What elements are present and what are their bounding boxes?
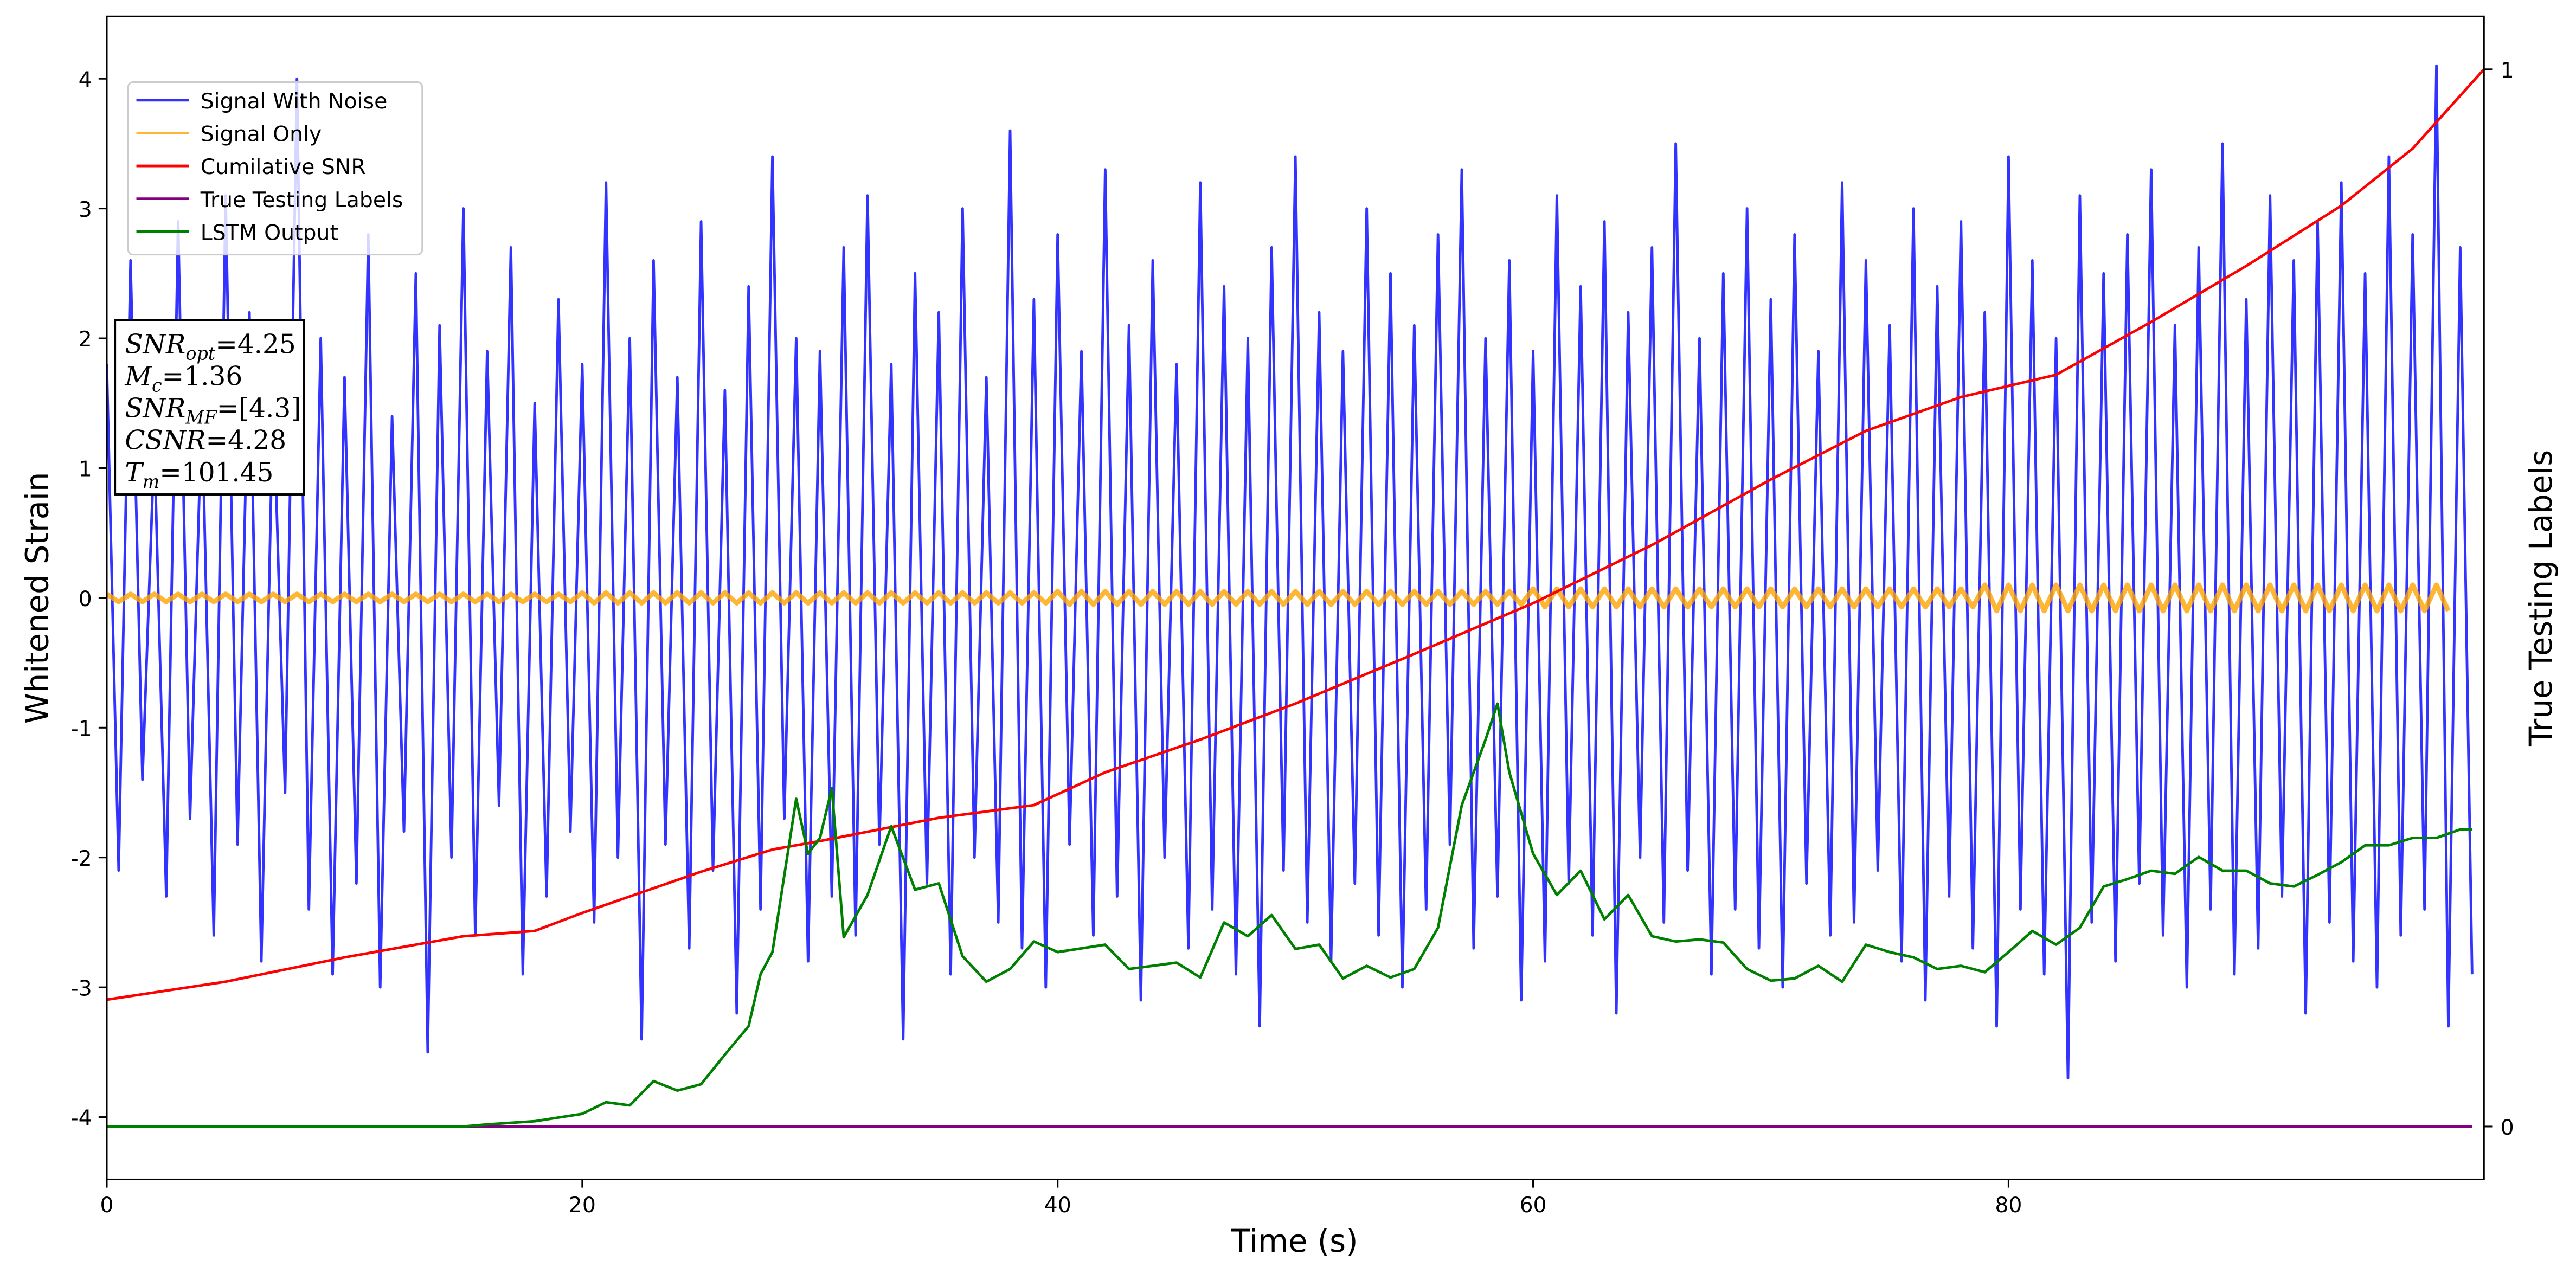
legend: Signal With Noise Signal Only Cumilative S… bbox=[127, 81, 423, 256]
annotation-subscript: opt bbox=[185, 343, 215, 364]
annotation-subscript: MF bbox=[185, 407, 217, 428]
y2-tick-label: 0 bbox=[2501, 1115, 2514, 1140]
annotation-symbol: SNR bbox=[125, 329, 185, 359]
y-tick-label: -2 bbox=[70, 846, 92, 871]
y-tick-label: 1 bbox=[79, 457, 92, 482]
x-axis-label: Time (s) bbox=[1231, 1223, 1358, 1259]
annotation-line: SNRMF=[4.3] bbox=[125, 394, 301, 428]
annotation-symbol: SNR bbox=[125, 394, 185, 424]
y2-axis-label: True Testing Labels bbox=[2523, 450, 2559, 747]
x-tick-label: 0 bbox=[100, 1193, 113, 1218]
plot-area bbox=[106, 64, 2484, 1128]
y-tick-label: 4 bbox=[79, 67, 92, 92]
y-tick-label: -3 bbox=[70, 976, 92, 1001]
legend-label: Cumilative SNR bbox=[201, 155, 366, 179]
series-line bbox=[106, 64, 2474, 1080]
x-tick-label: 80 bbox=[1995, 1193, 2022, 1218]
annotation-symbol: M bbox=[124, 362, 152, 392]
y-tick-label: 0 bbox=[79, 587, 92, 612]
y-tick-label: -4 bbox=[70, 1106, 92, 1131]
series-line bbox=[106, 68, 2484, 1001]
annotation-subscript: m bbox=[143, 471, 160, 492]
y-tick-label: 2 bbox=[79, 327, 92, 352]
annotation-value: =101.45 bbox=[159, 458, 273, 488]
y2-tick-label: 1 bbox=[2501, 58, 2514, 83]
annotation-line: Mc=1.36 bbox=[124, 362, 242, 396]
legend-label: LSTM Output bbox=[201, 220, 338, 245]
series-line bbox=[106, 582, 2451, 614]
annotation-subscript: c bbox=[152, 375, 162, 396]
x-tick-label: 60 bbox=[1520, 1193, 1547, 1218]
annotation-value: =1.36 bbox=[162, 362, 243, 392]
x-tick-label: 20 bbox=[569, 1193, 596, 1218]
annotation-value: =[4.3] bbox=[217, 394, 301, 424]
annotation-box bbox=[114, 319, 305, 496]
legend-label: Signal Only bbox=[201, 122, 322, 147]
annotation-value: =4.25 bbox=[215, 329, 296, 359]
annotation-value: =4.28 bbox=[206, 426, 287, 456]
y-tick-label: 3 bbox=[79, 197, 92, 222]
annotation-symbol: T bbox=[125, 458, 144, 488]
series-line bbox=[106, 702, 2472, 1128]
y-tick-label: -1 bbox=[70, 716, 92, 741]
annotation: SNRopt=4.25Mc=1.36SNRMF=[4.3]CSNR=4.28Tm… bbox=[114, 319, 305, 496]
annotation-line: CSNR=4.28 bbox=[125, 426, 286, 456]
y-axis-label: Whitened Strain bbox=[19, 472, 55, 724]
legend-label: True Testing Labels bbox=[200, 188, 403, 213]
annotation-line: SNRopt=4.25 bbox=[125, 329, 295, 364]
x-tick-label: 40 bbox=[1044, 1193, 1071, 1218]
annotation-symbol: CSNR bbox=[125, 426, 205, 456]
annotation-line: Tm=101.45 bbox=[125, 458, 273, 492]
legend-label: Signal With Noise bbox=[201, 89, 388, 114]
legend-box bbox=[127, 81, 423, 256]
